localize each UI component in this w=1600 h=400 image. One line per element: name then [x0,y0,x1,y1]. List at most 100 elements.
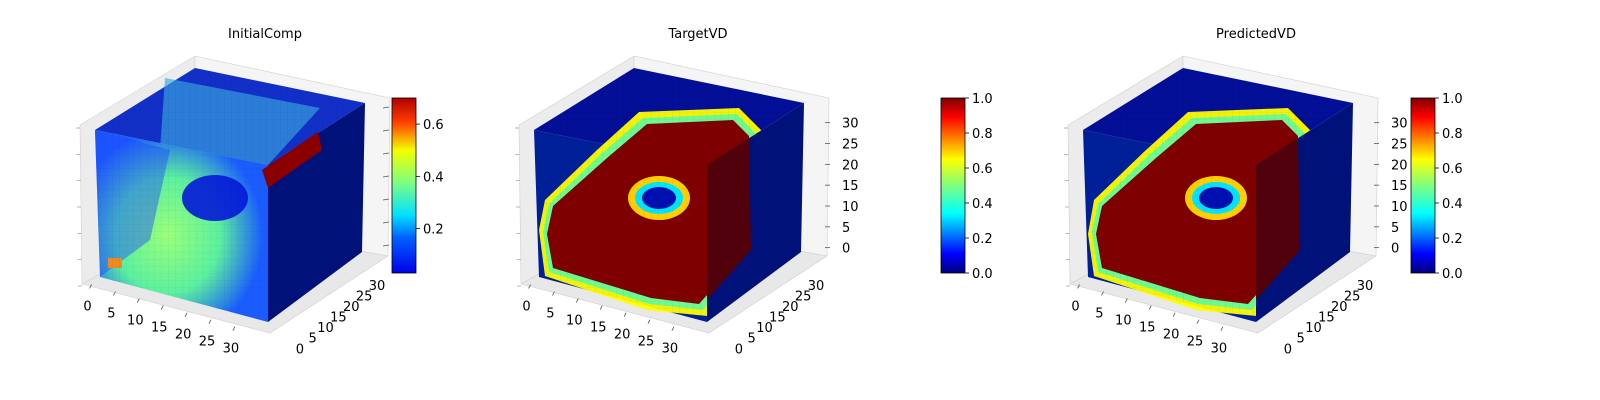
z-tick-label: 25 [1391,138,1408,153]
colorbar-tick-label: 0.2 [972,232,993,247]
x-tick [1148,305,1152,310]
z-tick [382,129,390,132]
x-tick-label: 20 [1163,328,1180,343]
colorbar-tick-label: 0.6 [972,162,993,177]
x-tick-label: 5 [107,307,115,322]
x-tick [1172,312,1176,317]
x-tick-label: 30 [223,342,240,357]
y-tick-label: 5 [309,332,317,347]
y-tick-label: 20 [782,300,799,315]
colorbar-tick-label: 0.0 [1442,267,1463,282]
y-tick-label: 10 [756,321,773,336]
y-tick-label: 15 [769,311,786,326]
x-tick [89,284,92,289]
x-tick [184,312,188,317]
x-tick-label: 25 [638,335,655,350]
z-tick [382,152,390,155]
x-tick-label: 15 [590,321,607,336]
voxel-grid-top [534,68,804,165]
colorbar-tick-label: 0.6 [1442,162,1463,177]
colorbar-tick-label: 1.0 [1442,92,1463,107]
z-tick-label: 5 [842,221,850,236]
x-tick [575,298,579,303]
y-tick-label: 30 [1357,279,1374,294]
x-tick-label: 20 [614,328,631,343]
x-tick [623,312,627,317]
x-tick [1077,284,1080,289]
z-tick-label: 20 [842,158,859,173]
y-tick-label: 30 [369,279,386,294]
cube-right-red [707,138,751,300]
x-tick [1124,298,1128,303]
y-tick-label: 30 [808,279,825,294]
x-tick [1220,326,1224,331]
x-tick-label: 0 [1071,299,1079,314]
z-tick-label: 25 [842,138,859,153]
colorbar [940,97,966,274]
x-tick-label: 20 [175,328,192,343]
z-tick-label: 0 [842,242,850,257]
x-tick-label: 10 [1115,314,1132,329]
y-tick-label: 25 [356,289,373,304]
x-tick [136,298,140,303]
z-tick-label: 20 [1391,158,1408,173]
z-tick [382,244,390,247]
x-tick-label: 30 [1211,342,1228,357]
y-tick-label: 10 [317,321,334,336]
x-tick-label: 5 [546,307,554,322]
colorbar-tick-label: 0.4 [972,197,993,212]
x-tick-label: 5 [1095,307,1103,322]
panel-title: PredictedVD [1216,27,1296,42]
colorbar-tick-label: 1.0 [972,92,993,107]
x-tick [1196,319,1200,324]
panel-title: TargetVD [667,27,727,42]
x-tick [1101,291,1104,296]
panel-title: InitialComp [228,27,302,42]
colorbar-tick-label: 0.8 [1442,127,1463,142]
z-tick-label: 15 [842,179,859,194]
colorbar [391,97,417,274]
y-tick-label: 15 [330,311,347,326]
x-tick [671,326,675,331]
z-tick-label: 30 [842,117,859,132]
y-tick-label: 0 [1284,342,1292,357]
z-tick [382,221,390,224]
voxel-grid-front [534,130,707,322]
y-tick-label: 20 [1331,300,1348,315]
y-tick-label: 0 [735,342,743,357]
colorbar-tick-label: 0.6 [423,118,444,133]
y-tick-label: 5 [1297,332,1305,347]
x-tick [208,319,212,324]
z-tick-label: 10 [842,200,859,215]
x-tick [599,305,603,310]
colorbar-tick-label: 0.8 [972,127,993,142]
voxel-grid-top [95,68,365,165]
voxel-grid-front [95,130,268,322]
x-tick-label: 25 [1187,335,1204,350]
voxel-grid-top [1083,68,1353,165]
x-tick-label: 25 [199,335,216,350]
colorbar-tick-label: 0.4 [423,170,444,185]
z-tick [382,106,390,109]
y-tick-label: 5 [748,332,756,347]
x-tick [160,305,164,310]
colorbar [1410,97,1436,274]
colorbar-tick-label: 0.2 [423,223,444,238]
y-tick-label: 20 [343,300,360,315]
x-tick-label: 0 [522,299,530,314]
y-tick-label: 0 [296,342,304,357]
y-tick-label: 25 [1344,289,1361,304]
z-tick [382,175,390,178]
y-tick-label: 10 [1305,321,1322,336]
colorbar-tick-label: 0.4 [1442,197,1463,212]
z-tick-label: 15 [1391,179,1408,194]
x-tick-label: 10 [127,314,144,329]
cube-hot-edge [262,132,322,188]
z-tick-label: 10 [1391,200,1408,215]
cube-right-red [1256,138,1300,300]
x-tick-label: 10 [566,314,583,329]
